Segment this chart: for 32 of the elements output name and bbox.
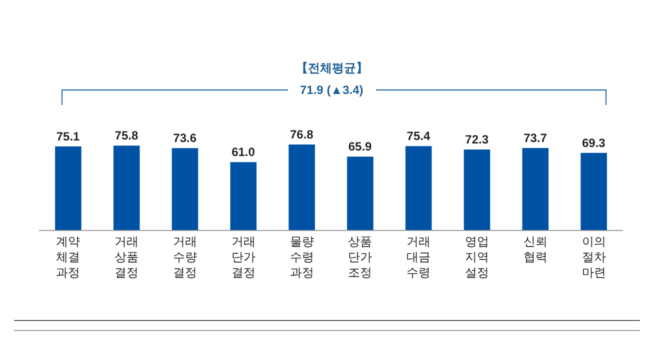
bar [55,146,82,230]
text: 71.9 (▲3.4) [300,83,364,97]
bar [113,146,140,230]
x-tick-label: 영업 지역 설정 [465,234,489,280]
bar [230,162,257,230]
bar [172,148,198,230]
bar [522,148,549,230]
x-tick-label: 상품 단가 조정 [348,234,372,280]
data-label: 72.3 [465,132,489,147]
x-tick-label: 계약 체결 과정 [56,234,80,280]
x-tick-label: 물량 수령 과정 [290,234,314,280]
data-label: 69.3 [582,136,606,150]
x-tick-label: 거래 수량 결정 [173,234,197,280]
bar [464,150,490,230]
data-label: 75.4 [406,129,430,144]
data-label: 75.1 [56,129,80,144]
data-label: 61.0 [232,145,256,160]
data-label: 76.8 [290,128,314,142]
x-tick-label: 거래 단가 결정 [231,234,256,280]
data-label: 73.6 [173,131,197,146]
bar [405,146,432,230]
bar [288,144,315,230]
bar [347,156,374,230]
x-tick-label: 신뢰 협력 [523,234,548,264]
x-tick-label: 이의 절차 마련 [582,234,606,280]
chart-title: 【전체평균】 [296,61,368,76]
bar [580,152,607,230]
data-label: 75.8 [114,128,138,143]
data-label: 73.7 [524,130,548,145]
data-label: 65.9 [348,140,372,154]
x-tick-label: 거래 대금 수령 [406,234,431,280]
x-tick-label: 거래 상품 결정 [114,234,139,280]
